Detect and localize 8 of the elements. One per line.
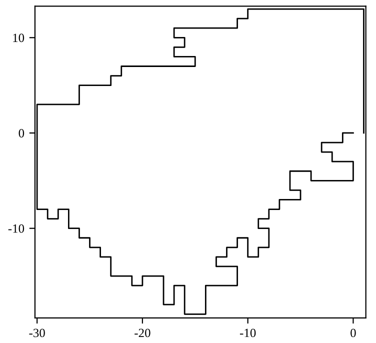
y-tick-label: 0 (18, 129, 24, 138)
y-tick-label: -10 (8, 224, 24, 233)
y-tick-label: 10 (13, 34, 24, 42)
x-tick-label: -30 (29, 328, 45, 338)
x-tick-label: -20 (134, 328, 150, 338)
line-series (36, 8, 364, 315)
x-tick-label: 0 (350, 328, 356, 338)
x-tick-label: -10 (240, 328, 256, 338)
